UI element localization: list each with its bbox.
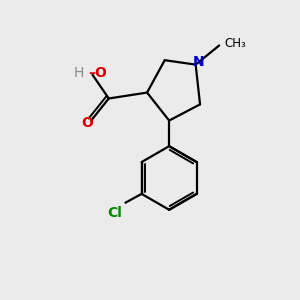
Text: O: O	[81, 116, 93, 130]
Text: Cl: Cl	[108, 206, 122, 220]
Text: N: N	[193, 55, 204, 69]
Text: –O: –O	[88, 66, 107, 80]
Text: CH₃: CH₃	[224, 38, 246, 50]
Text: H: H	[74, 66, 84, 80]
